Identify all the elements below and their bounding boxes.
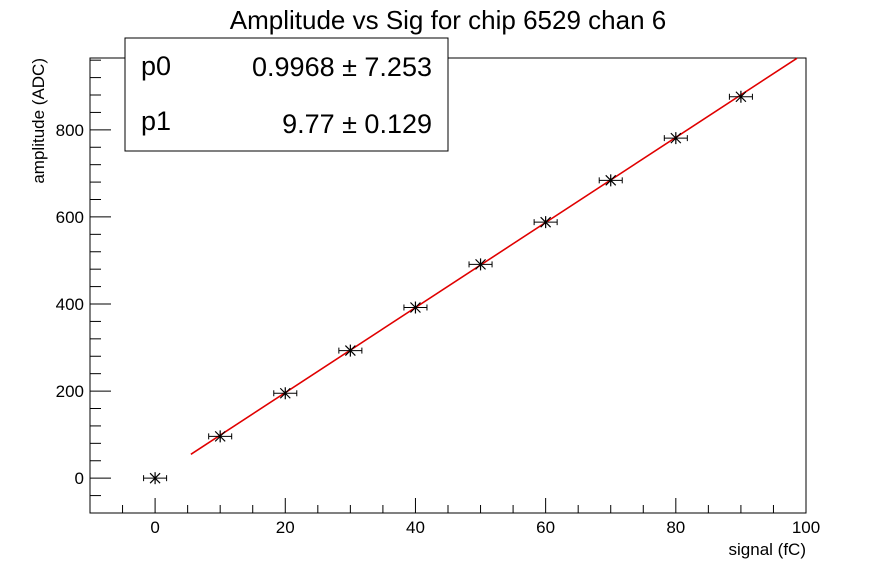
data-point	[468, 258, 493, 271]
data-point	[208, 430, 233, 443]
data-point	[663, 132, 688, 145]
y-tick-label: 800	[56, 121, 84, 140]
data-point	[143, 472, 168, 485]
stats-p1-name: p1	[141, 106, 171, 136]
y-tick-label: 400	[56, 295, 84, 314]
data-point	[403, 301, 428, 314]
y-tick-label: 200	[56, 382, 84, 401]
data-points-layer	[143, 90, 753, 485]
data-point	[728, 90, 753, 103]
data-point	[598, 174, 623, 187]
data-point	[273, 387, 298, 400]
chart-title: Amplitude vs Sig for chip 6529 chan 6	[230, 5, 666, 35]
fit-stats-box: p0 0.9968 ± 7.253 p1 9.77 ± 0.129	[124, 37, 449, 152]
fit-line	[190, 57, 798, 456]
x-axis-label: signal (fC)	[729, 540, 806, 559]
x-tick-label: 40	[406, 518, 425, 537]
x-tick-label: 60	[536, 518, 555, 537]
y-tick-label: 600	[56, 208, 84, 227]
x-tick-label: 100	[792, 518, 820, 537]
data-point	[338, 344, 363, 357]
stats-p1-value: 9.77 ± 0.129	[282, 109, 432, 139]
y-axis-ticks: 0 200 400 600 800	[56, 59, 111, 514]
y-tick-label: 0	[75, 469, 84, 488]
x-axis-ticks: 0 20 40 60 80 100	[89, 498, 820, 537]
stats-p0-name: p0	[141, 51, 171, 81]
x-tick-label: 20	[276, 518, 295, 537]
stats-box-frame	[124, 37, 449, 152]
stats-p0-value: 0.9968 ± 7.253	[252, 52, 432, 82]
data-point	[533, 216, 558, 229]
fit-line-layer	[190, 57, 798, 456]
x-tick-label: 80	[666, 518, 685, 537]
y-axis-label: amplitude (ADC)	[29, 58, 48, 184]
x-tick-label: 0	[150, 518, 159, 537]
